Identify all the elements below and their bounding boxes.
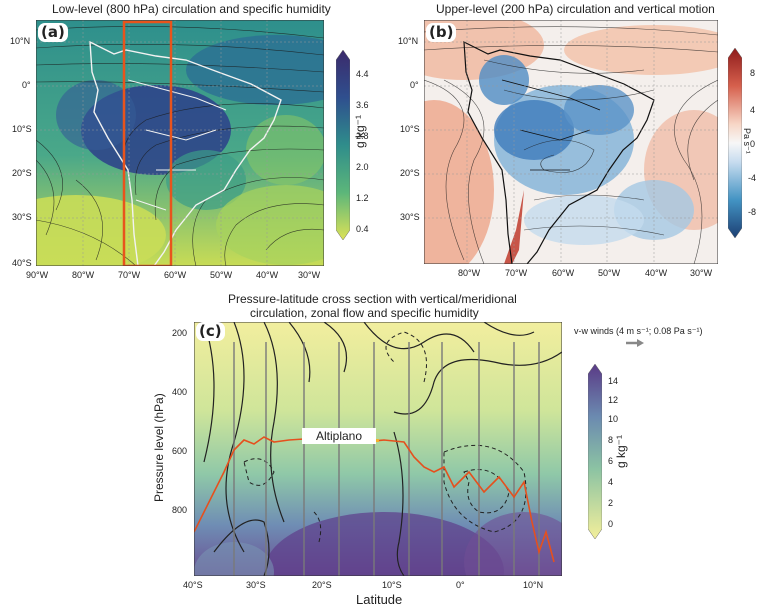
panel-b-label: (b) xyxy=(426,23,457,42)
panel-c-y-tick: 200 xyxy=(172,328,188,338)
panel-b-lon-tick: 60°W xyxy=(552,268,575,278)
panel-a-lat-tick: 10°N xyxy=(10,36,31,46)
panel-a-colorbar xyxy=(336,50,350,240)
panel-a-lon-tick: 90°W xyxy=(26,270,49,280)
panel-b-lon-tick: 80°W xyxy=(458,268,481,278)
panel-b-lat-tick: 10°N xyxy=(398,36,419,46)
panel-c-x-tick: 0° xyxy=(456,580,465,590)
panel-b-lon-tick: 70°W xyxy=(505,268,528,278)
panel-c-x-tick: 10°N xyxy=(523,580,544,590)
panel-a-colorbar-tick: 1.2 xyxy=(356,193,369,203)
panel-c-x-tick: 20°S xyxy=(312,580,332,590)
panel-b-lat-tick: 30°S xyxy=(400,212,420,222)
panel-c-y-tick: 600 xyxy=(172,446,188,456)
panel-c-colorbar xyxy=(588,364,602,539)
panel-b-map xyxy=(424,20,718,264)
panel-c-colorbar-tick: 14 xyxy=(608,376,619,386)
panel-c-y-tick: 400 xyxy=(172,387,188,397)
panel-c-cross-section xyxy=(194,322,562,576)
panel-a-lat-tick: 40°S xyxy=(12,258,32,268)
panel-a-label: (a) xyxy=(38,23,68,42)
panel-c-annotation-altiplano: Altiplano xyxy=(302,428,377,444)
panel-c-legend-arrow-icon xyxy=(626,339,644,347)
panel-a-colorbar-tick: 2.0 xyxy=(356,162,369,172)
panel-c-title-line2: circulation, zonal flow and specific hum… xyxy=(250,306,479,320)
panel-a-lon-tick: 40°W xyxy=(256,270,279,280)
panel-a-colorbar-tick: 0.4 xyxy=(356,224,369,234)
panel-a-colorbar-unit: g kg⁻¹ xyxy=(353,114,367,148)
panel-a-lat-tick: 10°S xyxy=(12,124,32,134)
panel-c-colorbar-tick: 6 xyxy=(608,456,614,466)
panel-b-colorbar-unit: Pa s⁻¹ xyxy=(742,128,752,154)
panel-a-lon-tick: 80°W xyxy=(72,270,95,280)
panel-c-colorbar-tick: 8 xyxy=(608,435,614,445)
panel-c-colorbar-tick: 4 xyxy=(608,477,614,487)
panel-c-x-tick: 30°S xyxy=(246,580,266,590)
panel-c-colorbar-tick: 2 xyxy=(608,498,614,508)
panel-c-colorbar-tick: 10 xyxy=(608,414,619,424)
panel-b-lon-tick: 50°W xyxy=(598,268,621,278)
panel-c-label: (c) xyxy=(196,322,225,341)
panel-b-lon-tick: 40°W xyxy=(645,268,668,278)
panel-c-colorbar-unit: g kg⁻¹ xyxy=(614,434,628,468)
panel-c-x-tick: 10°S xyxy=(382,580,402,590)
panel-c-wind-legend: v-w winds (4 m s⁻¹; 0.08 Pa s⁻¹) xyxy=(574,326,703,336)
panel-c-colorbar-tick: 0 xyxy=(608,519,614,529)
panel-b-colorbar-tick: 4 xyxy=(750,105,756,115)
panel-a-map xyxy=(36,20,324,266)
panel-b-colorbar-tick: -8 xyxy=(748,207,757,217)
panel-a-lon-tick: 70°W xyxy=(118,270,141,280)
panel-c-colorbar-tick: 12 xyxy=(608,395,619,405)
panel-b-lat-tick: 0° xyxy=(410,80,419,90)
panel-b-colorbar-tick: 8 xyxy=(750,68,756,78)
panel-a-colorbar-tick: 4.4 xyxy=(356,69,369,79)
panel-c-y-tick: 800 xyxy=(172,505,188,515)
panel-a-title: Low-level (800 hPa) circulation and spec… xyxy=(52,2,331,16)
panel-b-colorbar-tick: -4 xyxy=(748,173,757,183)
panel-b-lat-tick: 20°S xyxy=(400,168,420,178)
panel-b-colorbar-tick: 0 xyxy=(750,139,756,149)
panel-c-ylabel: Pressure level (hPa) xyxy=(152,393,166,502)
panel-a-lon-tick: 50°W xyxy=(210,270,233,280)
panel-a-colorbar-tick: 2.8 xyxy=(356,131,369,141)
panel-a-lat-tick: 20°S xyxy=(12,168,32,178)
panel-a-lat-tick: 30°S xyxy=(12,212,32,222)
panel-b-title: Upper-level (200 hPa) circulation and ve… xyxy=(436,2,715,16)
panel-b-lat-tick: 10°S xyxy=(400,124,420,134)
panel-a-lat-tick: 0° xyxy=(22,80,31,90)
panel-a-study-box xyxy=(122,20,173,266)
panel-c-x-tick: 40°S xyxy=(183,580,203,590)
panel-c-title-line1: Pressure-latitude cross section with ver… xyxy=(228,292,517,306)
panel-a-colorbar-tick: 3.6 xyxy=(356,100,369,110)
panel-c-xlabel: Latitude xyxy=(356,592,403,607)
panel-b-colorbar xyxy=(728,48,742,238)
panel-a-lon-tick: 30°W xyxy=(298,270,321,280)
panel-b-lon-tick: 30°W xyxy=(690,268,713,278)
panel-a-lon-tick: 60°W xyxy=(164,270,187,280)
